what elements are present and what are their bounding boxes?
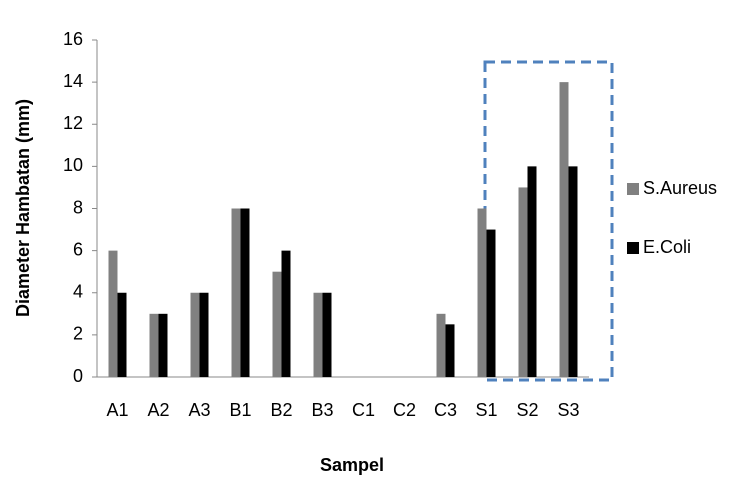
bar	[446, 324, 455, 377]
x-tick-label: C2	[393, 400, 416, 420]
legend-swatch	[627, 183, 639, 195]
y-tick-label: 14	[63, 71, 83, 91]
y-tick-label: 6	[73, 239, 83, 259]
bar	[528, 166, 537, 377]
y-tick-label: 0	[73, 366, 83, 386]
x-tick-label: S3	[557, 400, 579, 420]
x-tick-label: B1	[229, 400, 251, 420]
bar	[478, 209, 487, 378]
bar	[241, 209, 250, 378]
bar	[282, 251, 291, 377]
bar	[560, 82, 569, 377]
bar	[232, 209, 241, 378]
y-tick-label: 8	[73, 197, 83, 217]
bar	[569, 166, 578, 377]
x-tick-label: C3	[434, 400, 457, 420]
x-tick-label: B2	[270, 400, 292, 420]
legend-label: E.Coli	[643, 237, 691, 257]
bar	[159, 314, 168, 377]
x-tick-label: A1	[106, 400, 128, 420]
bar	[200, 293, 209, 377]
x-tick-label: S2	[516, 400, 538, 420]
bar	[323, 293, 332, 377]
legend-swatch	[627, 242, 639, 254]
x-tick-label: B3	[311, 400, 333, 420]
highlight-box	[485, 62, 612, 380]
y-axis-title: Diameter Hambatan (mm)	[13, 99, 33, 317]
chart: Sampel Diameter Hambatan (mm) 0 2 4 6 8 10 12 1…	[0, 0, 745, 484]
bar	[273, 272, 282, 377]
y-tick-label: 10	[63, 155, 83, 175]
y-tick-label: 16	[63, 29, 83, 49]
y-tick-label: 12	[63, 113, 83, 133]
x-tick-label: A2	[147, 400, 169, 420]
x-tick-label: S1	[475, 400, 497, 420]
y-tick-label: 4	[73, 282, 83, 302]
y-tick-label: 2	[73, 324, 83, 344]
x-tick-label: A3	[188, 400, 210, 420]
bar	[487, 230, 496, 377]
bar	[519, 187, 528, 377]
x-tick-label: C1	[352, 400, 375, 420]
bar	[150, 314, 159, 377]
bar	[314, 293, 323, 377]
x-axis-title: Sampel	[320, 455, 384, 475]
bar	[118, 293, 127, 377]
bar	[191, 293, 200, 377]
bar	[109, 251, 118, 377]
bar	[437, 314, 446, 377]
legend-label: S.Aureus	[643, 178, 717, 198]
